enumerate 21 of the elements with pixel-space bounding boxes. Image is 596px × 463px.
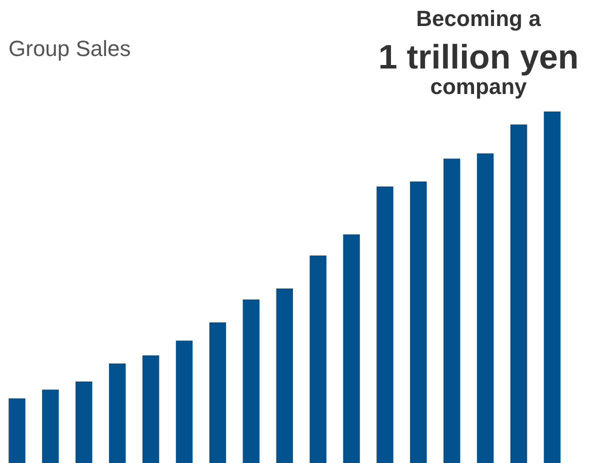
- text: Becoming a: [416, 6, 542, 31]
- bar: [544, 112, 561, 463]
- bar: [242, 299, 260, 463]
- bar: [476, 153, 494, 463]
- bar: [76, 381, 92, 463]
- bar: [176, 340, 193, 463]
- bar: [443, 158, 460, 463]
- bar: [42, 390, 59, 463]
- bar: [510, 124, 528, 463]
- bar: [276, 288, 293, 463]
- bar: [142, 355, 160, 463]
- text: 1 trillion yen: [378, 38, 579, 76]
- bar: [376, 186, 394, 463]
- bar: [8, 398, 26, 463]
- bar: [310, 255, 326, 463]
- bar: [343, 234, 360, 463]
- bar: [410, 182, 427, 463]
- bar: [209, 322, 226, 463]
- chart-title: Group Sales: [8, 36, 131, 61]
- text: company: [430, 74, 528, 99]
- bar: [108, 364, 126, 463]
